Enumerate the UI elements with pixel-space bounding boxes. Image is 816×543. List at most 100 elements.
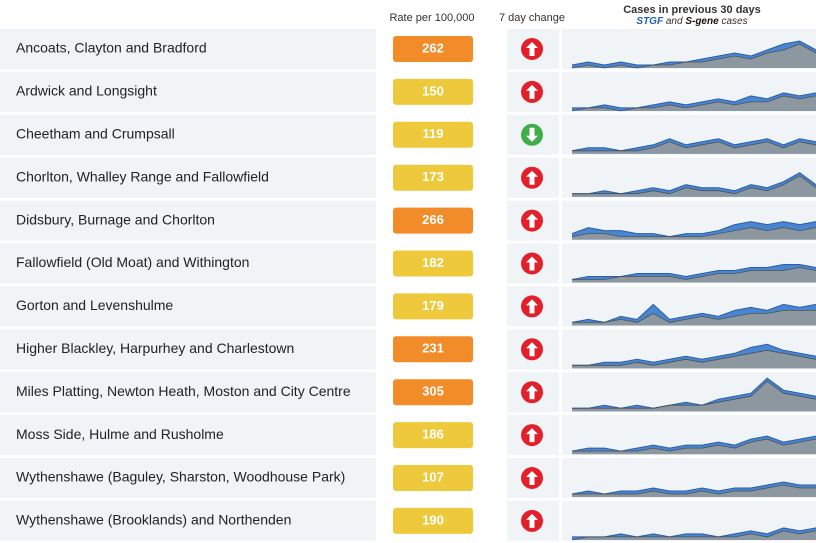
sgene-area [572,175,816,197]
stgf-line [571,435,816,452]
area-name: Ardwick and Longsight [16,83,157,99]
arrow [526,213,538,228]
arrow [526,84,538,99]
rate-badge [393,250,473,277]
arrow [526,299,538,314]
rate-value: 305 [422,384,444,399]
rate-value: 262 [422,40,444,55]
rate-value: 179 [422,298,444,313]
rate-badge [393,465,473,491]
area-name: Higher Blackley, Harpurhey and Charlesto… [16,340,294,356]
sgene-area [572,44,816,68]
sgene-line [572,438,816,452]
stgf-line [571,303,816,323]
sgene-line [572,484,816,495]
row-background [0,500,376,541]
area-name: Ancoats, Clayton and Bradford [16,40,207,56]
sgene-area [572,267,816,283]
sparkline-header: Cases in previous 30 days [623,4,761,16]
stgf-line [572,527,816,538]
arrow [526,256,538,271]
row-background [0,329,376,370]
rate-value: 119 [423,126,444,141]
sgene-line [571,227,816,237]
rate-value: 173 [422,169,444,184]
sparkline-subtitle: STGF and S-gene cases [636,16,747,27]
rate-value: 107 [422,469,444,484]
sgene-line [572,380,816,409]
rate-header: Rate per 100,000 [389,12,474,24]
area-name: Wythenshawe (Brooklands) and Northenden [16,512,291,528]
rate-badge [393,379,473,406]
stgf-line [571,481,816,495]
rate-badge [393,36,473,62]
row-background [0,29,376,69]
sgene-area [572,530,816,540]
rate-value: 266 [422,212,444,227]
sgene-area [572,439,816,455]
area-name: Chorlton, Whalley Range and Fallowfield [16,168,269,184]
arrow [526,170,538,185]
stgf-line [572,343,816,366]
arrow [526,428,538,443]
sgene-line [572,310,816,323]
cases-label: cases [721,16,747,27]
stgf-line [572,92,816,109]
row-background [0,157,376,198]
row-background [0,458,376,498]
arrow [526,471,538,485]
rate-badge [393,507,473,534]
rate-badge [393,293,473,320]
sgene-line [571,95,816,112]
sgene-line [571,43,816,69]
stgf-line [571,264,816,280]
rate-value: 231 [422,341,444,356]
rate-value: 186 [422,427,444,442]
stgf-line [571,40,816,66]
rate-value: 182 [422,255,444,270]
area-name: Miles Platting, Newton Heath, Moston and… [16,383,351,399]
row-background [0,286,376,327]
sgene-area [572,381,816,412]
stgf-line [572,172,816,195]
row-background [0,372,376,413]
arrow [526,385,538,400]
row-background [0,415,376,456]
arrow [526,342,538,357]
sgene-label: S-gene [685,16,719,27]
row-background [0,200,376,241]
area-name: Gorton and Levenshulme [16,297,173,313]
rate-value: 190 [422,512,444,527]
area-name: Cheetham and Crumpsall [16,126,175,142]
arrow [526,42,538,56]
stgf-line [572,377,816,409]
rate-badge [393,207,473,234]
rate-badge [393,164,473,191]
and-label: and [666,16,683,27]
area-name: Fallowfield (Old Moat) and Withington [16,254,249,270]
row-background [0,114,376,155]
stgf-label: STGF [636,16,664,27]
sgene-line [571,530,816,541]
row-background [0,243,376,284]
arrow [526,127,538,142]
row-background [0,71,376,112]
sgene-area [572,95,816,111]
arrow [526,513,538,528]
sgene-line [572,267,816,280]
rate-badge [393,336,473,363]
area-name: Didsbury, Burnage and Chorlton [16,211,215,227]
sgene-line [572,175,816,195]
rate-badge [393,422,473,449]
area-name: Moss Side, Hulme and Rusholme [16,426,224,442]
rate-value: 150 [422,83,444,98]
sgene-area [572,350,816,369]
area-name: Wythenshawe (Baguley, Sharston, Woodhous… [16,469,345,485]
sgene-line [572,141,816,152]
sgene-line [572,349,816,366]
stgf-line [571,138,816,152]
rate-badge [393,78,473,105]
rate-badge [393,121,473,148]
